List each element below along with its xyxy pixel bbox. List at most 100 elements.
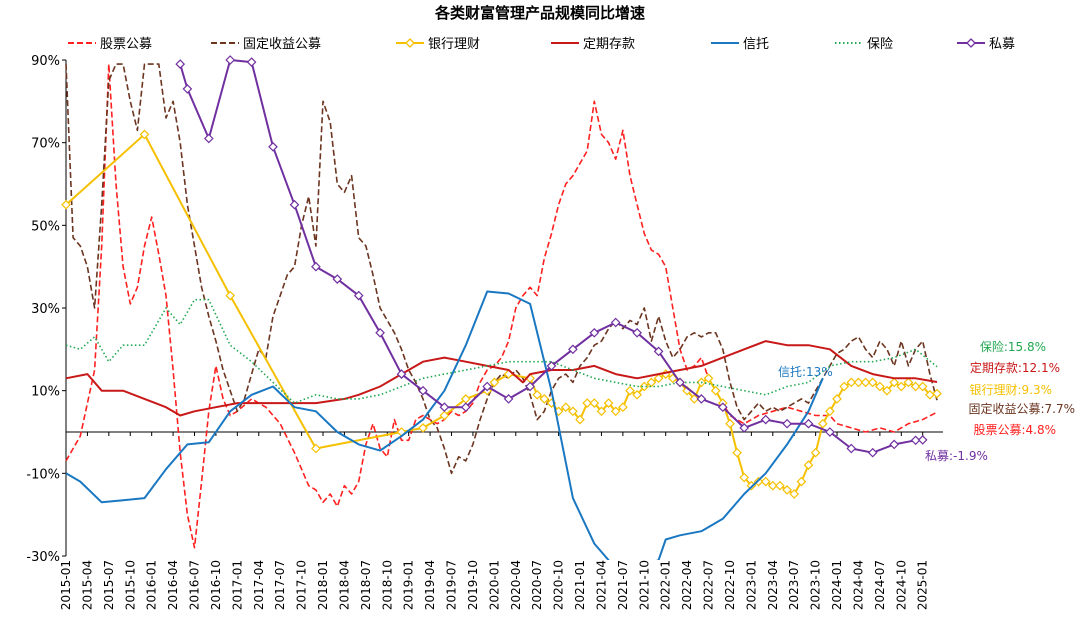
data-point — [853, 377, 864, 388]
data-point — [832, 394, 842, 404]
x-tick-label: 2019-07 — [445, 560, 459, 610]
data-point — [839, 381, 850, 392]
data-point — [596, 406, 607, 417]
data-point — [182, 84, 193, 94]
data-point — [775, 480, 785, 491]
data-point — [739, 423, 750, 433]
data-point — [789, 489, 800, 499]
x-tick-label: 2021-07 — [616, 560, 630, 610]
x-tick-label: 2020-07 — [530, 560, 544, 610]
data-point — [867, 377, 878, 388]
x-tick-label: 2024-07 — [873, 560, 887, 610]
x-tick-label: 2023-01 — [744, 560, 758, 610]
data-point — [610, 317, 621, 328]
end-label--: 股票公募:4.8% — [973, 423, 1056, 437]
data-point — [139, 129, 150, 140]
data-point — [882, 385, 892, 396]
data-point — [618, 402, 628, 413]
legend-label: 银行理财 — [428, 37, 480, 52]
x-tick-label: 2018-07 — [359, 560, 373, 610]
data-point — [653, 373, 664, 384]
data-point — [725, 418, 735, 429]
x-tick-label: 2022-04 — [680, 560, 694, 610]
x-tick-label: 2016-01 — [145, 560, 159, 610]
series-line-- — [65, 133, 938, 495]
data-point — [646, 377, 657, 388]
data-point — [760, 476, 771, 487]
x-tick-label: 2019-10 — [466, 560, 480, 610]
legend-item--: 银行理财 — [396, 37, 480, 52]
data-point — [603, 398, 614, 408]
axes: -30% -10% 10% 30% 50% 70% 90% 2015-01 2015-04 201… — [26, 54, 943, 610]
x-tick-label: 2017-01 — [230, 560, 244, 610]
x-tick-label: 2024-01 — [830, 560, 844, 610]
data-point — [703, 373, 714, 384]
data-point — [610, 406, 621, 417]
data-point — [867, 447, 878, 458]
data-point — [825, 406, 835, 417]
data-point — [311, 261, 321, 272]
x-tick-label: 2019-01 — [402, 560, 416, 610]
x-tick-label: 2025-01 — [916, 560, 930, 610]
data-point — [589, 327, 600, 338]
data-point — [632, 389, 642, 400]
data-point — [653, 346, 664, 357]
y-tick-label: 70% — [31, 137, 60, 152]
legend-item--: 信托 — [711, 37, 769, 52]
data-point — [203, 133, 214, 144]
data-point — [760, 414, 771, 425]
data-point — [439, 402, 450, 413]
data-point — [268, 141, 278, 152]
x-tick-label: 2023-07 — [787, 560, 801, 610]
data-point — [375, 327, 385, 338]
end-label--: 银行理财:9.3% — [969, 383, 1052, 397]
data-point — [903, 377, 914, 388]
x-tick-label: 2023-10 — [809, 560, 823, 610]
series-line-- — [65, 290, 824, 560]
series-line-- — [65, 298, 938, 404]
y-tick-label: -10% — [26, 467, 60, 482]
x-tick-label: 2020-10 — [552, 560, 566, 610]
series-line-- — [65, 63, 938, 475]
x-tick-label: 2022-01 — [659, 560, 673, 610]
x-tick-label: 2021-01 — [573, 560, 587, 610]
data-point — [875, 381, 885, 392]
data-point — [225, 290, 236, 301]
data-point — [739, 472, 750, 483]
end-label--: 固定收益公募:7.7% — [968, 401, 1075, 416]
data-point — [889, 439, 900, 450]
data-point — [917, 381, 928, 392]
y-tick-label: -30% — [26, 550, 60, 565]
data-point — [568, 406, 578, 417]
data-point — [353, 290, 364, 301]
y-tick-label: 90% — [31, 54, 60, 69]
series-line-- — [65, 340, 938, 417]
data-point — [910, 435, 921, 446]
data-point — [846, 443, 857, 454]
data-point — [639, 381, 650, 392]
data-point — [889, 377, 900, 388]
data-point — [796, 476, 807, 487]
data-point — [689, 394, 700, 404]
data-point — [825, 427, 835, 437]
legend-item--: 私募 — [957, 37, 1015, 52]
x-tick-label: 2019-04 — [423, 560, 437, 610]
data-point — [418, 423, 428, 433]
legend-item--: 固定收益公募 — [211, 37, 321, 52]
data-point — [225, 55, 236, 65]
data-point — [803, 418, 814, 429]
legend-label: 固定收益公募 — [243, 37, 321, 52]
data-point — [710, 385, 721, 396]
end-labels: 股票公募:4.8% 固定收益公募:7.7% 银行理财:9.3% 定期存款:12.1% 信… — [778, 339, 1075, 463]
legend-marker — [405, 38, 415, 48]
data-point — [289, 199, 300, 210]
data-point — [910, 381, 921, 392]
end-label--: 定期存款:12.1% — [970, 360, 1060, 375]
x-tick-label: 2021-10 — [637, 560, 651, 610]
y-tick-label: 10% — [31, 385, 60, 400]
data-point — [932, 388, 942, 399]
x-tick-label: 2022-07 — [702, 560, 716, 610]
legend-item--: 定期存款 — [551, 37, 635, 52]
data-point — [568, 344, 578, 355]
